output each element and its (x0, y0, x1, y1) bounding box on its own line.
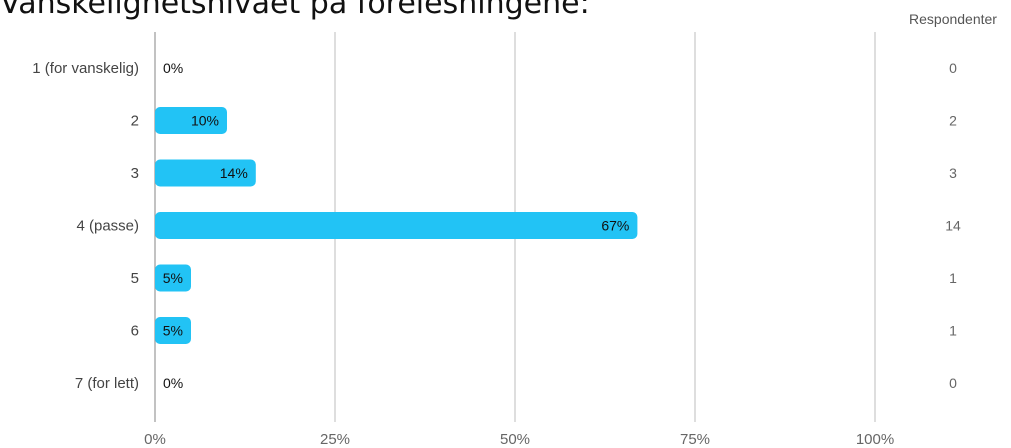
x-tick-label: 75% (680, 431, 710, 448)
x-tick-label: 0% (144, 431, 166, 448)
respondent-count: 1 (949, 270, 957, 286)
chart-title: Vanskelighetsnivået på forelesningene: (0, 0, 590, 21)
category-label: 1 (for vanskelig) (32, 60, 139, 77)
bar-value-label: 5% (163, 323, 183, 339)
bar (155, 107, 227, 134)
bar-value-label: 14% (220, 165, 248, 181)
bar (155, 264, 191, 292)
respondent-count: 0 (949, 60, 957, 76)
x-tick-label: 25% (320, 431, 350, 448)
bar-value-label: 0% (163, 60, 183, 76)
respondent-count: 2 (949, 113, 957, 129)
category-label: 7 (for lett) (75, 375, 139, 392)
x-tick-label: 50% (500, 431, 530, 448)
bar-value-label: 0% (163, 375, 183, 391)
bar-value-label: 5% (163, 270, 183, 286)
category-label: 4 (passe) (76, 218, 139, 235)
respondent-count: 0 (949, 375, 957, 391)
bar-value-label: 67% (601, 218, 629, 234)
respondent-count: 14 (945, 218, 961, 234)
bar (155, 159, 256, 187)
category-label: 3 (131, 165, 139, 182)
x-tick-label: 100% (856, 431, 894, 448)
bar (155, 212, 638, 239)
bar (155, 317, 191, 344)
bar-value-label: 10% (191, 113, 219, 129)
respondents-header: Respondenter (909, 11, 997, 27)
respondent-count: 3 (949, 165, 957, 181)
category-label: 5 (131, 270, 139, 287)
category-label: 2 (131, 113, 139, 130)
respondent-count: 1 (949, 323, 957, 339)
category-label: 6 (131, 323, 139, 340)
